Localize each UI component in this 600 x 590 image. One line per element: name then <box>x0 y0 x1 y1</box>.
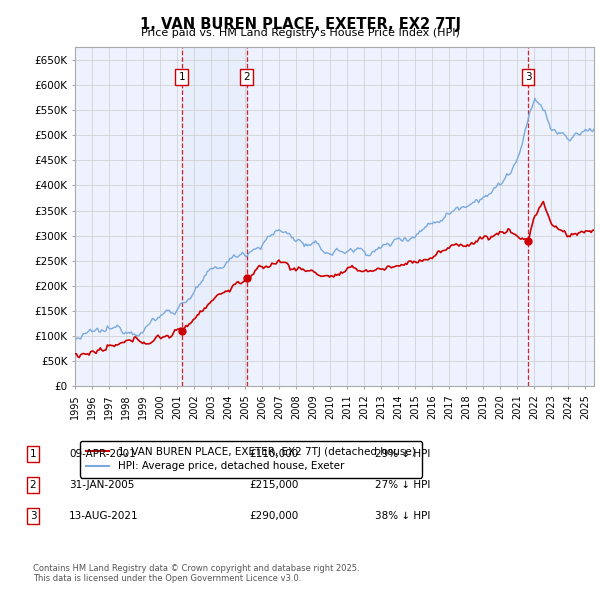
Text: 27% ↓ HPI: 27% ↓ HPI <box>375 480 430 490</box>
Text: 2: 2 <box>29 480 37 490</box>
Text: Contains HM Land Registry data © Crown copyright and database right 2025.
This d: Contains HM Land Registry data © Crown c… <box>33 563 359 583</box>
Text: 31-JAN-2005: 31-JAN-2005 <box>69 480 134 490</box>
Text: 09-APR-2001: 09-APR-2001 <box>69 450 136 459</box>
Text: £215,000: £215,000 <box>249 480 298 490</box>
Text: 1: 1 <box>178 73 185 83</box>
Text: Price paid vs. HM Land Registry's House Price Index (HPI): Price paid vs. HM Land Registry's House … <box>140 28 460 38</box>
Text: 3: 3 <box>524 73 531 83</box>
Text: 38% ↓ HPI: 38% ↓ HPI <box>375 511 430 520</box>
Bar <box>182 47 247 386</box>
Text: 2: 2 <box>243 73 250 83</box>
Text: 29% ↓ HPI: 29% ↓ HPI <box>375 450 430 459</box>
Legend: 1, VAN BUREN PLACE, EXETER, EX2 7TJ (detached house), HPI: Average price, detach: 1, VAN BUREN PLACE, EXETER, EX2 7TJ (det… <box>80 441 422 477</box>
Text: £290,000: £290,000 <box>249 511 298 520</box>
Text: £110,000: £110,000 <box>249 450 298 459</box>
Text: 13-AUG-2021: 13-AUG-2021 <box>69 511 139 520</box>
Text: 1: 1 <box>29 450 37 459</box>
Text: 3: 3 <box>29 511 37 520</box>
Text: 1, VAN BUREN PLACE, EXETER, EX2 7TJ: 1, VAN BUREN PLACE, EXETER, EX2 7TJ <box>139 17 461 31</box>
